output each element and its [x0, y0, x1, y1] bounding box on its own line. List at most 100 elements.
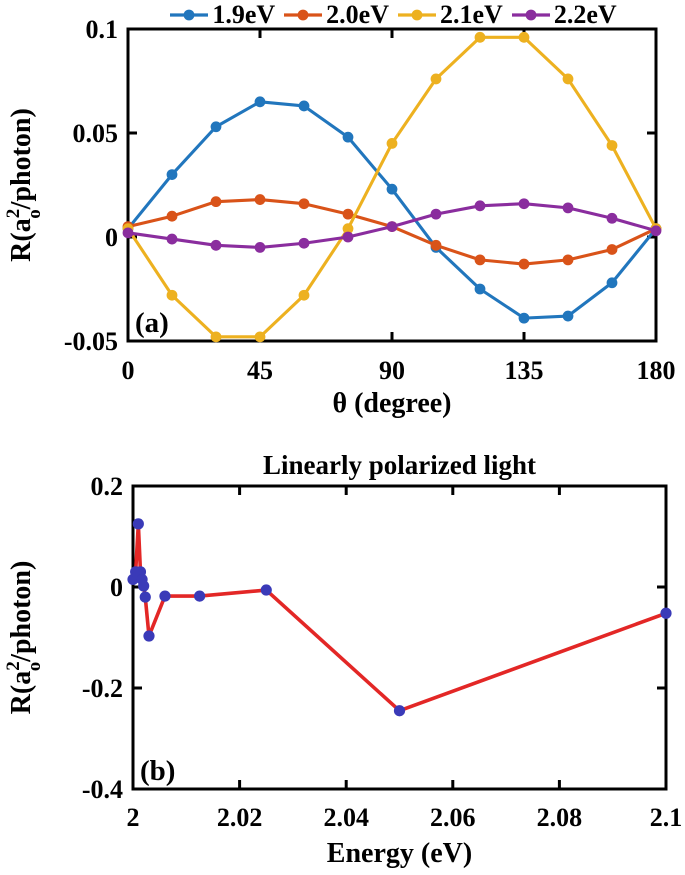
y-tick-label: 0	[105, 223, 118, 252]
data-marker-2.2eV	[474, 200, 486, 212]
data-marker-2.1eV	[166, 289, 178, 301]
x-tick-label: 2.02	[217, 803, 263, 832]
y-tick-label: -0.05	[64, 327, 118, 356]
data-marker	[393, 705, 406, 717]
data-marker-2.2eV	[518, 198, 530, 210]
legend-label: 2.1eV	[440, 0, 503, 29]
legend: 1.9eV 2.0eV 2.1eV 2.2eV	[100, 0, 685, 30]
data-marker-1.9eV	[606, 277, 618, 289]
data-marker-2.2eV	[298, 237, 310, 249]
data-marker-2.2eV	[430, 208, 442, 220]
data-marker-2.2eV	[210, 239, 222, 251]
y-tick-label: -0.2	[82, 674, 123, 703]
data-marker-2.1eV	[430, 73, 442, 85]
chart-element: /photon)	[6, 561, 37, 663]
data-marker-2.1eV	[518, 31, 530, 43]
legend-label: 2.2eV	[553, 0, 617, 29]
x-axis-label: Energy (eV)	[327, 838, 472, 869]
y-tick-label: -0.4	[82, 775, 123, 804]
chart-element: R(a	[6, 218, 37, 262]
legend-swatch-line-marker-icon	[511, 9, 550, 21]
data-marker-2.0eV	[298, 198, 310, 210]
x-tick-label: 2.06	[430, 803, 476, 832]
data-marker-2.2eV	[386, 221, 398, 233]
x-axis-label: θ (degree)	[332, 388, 451, 419]
legend-item-2.2ev: 2.2eV	[510, 1, 617, 29]
data-marker	[139, 591, 151, 603]
chart-element: 2	[3, 661, 24, 671]
x-tick-label: 0	[122, 356, 135, 385]
data-marker-2.0eV	[210, 196, 222, 208]
data-marker-1.9eV	[474, 283, 486, 295]
panel-title: Linearly polarized light	[263, 450, 536, 480]
data-marker-2.1eV	[342, 223, 354, 235]
x-tick-label: 135	[505, 356, 544, 385]
data-marker-2.2eV	[122, 227, 134, 239]
legend-swatch-line-marker-icon	[284, 9, 323, 21]
data-marker-2.1eV	[298, 289, 310, 301]
data-marker-2.1eV	[474, 31, 486, 43]
legend-item-2.0ev: 2.0eV	[282, 1, 389, 29]
data-marker-2.0eV	[254, 194, 266, 205]
chart-element: /photon)	[6, 108, 37, 210]
x-tick-label: 90	[379, 356, 405, 385]
data-marker-2.2eV	[562, 202, 574, 214]
y-axis-label: R(a2o/photon)	[3, 561, 45, 715]
legend-swatch-line-marker-icon	[170, 9, 209, 21]
data-marker-2.1eV	[606, 140, 618, 151]
panel-corner-label: (b)	[140, 755, 175, 787]
data-marker-2.2eV	[342, 231, 354, 243]
data-marker	[260, 584, 272, 596]
y-tick-label: 0.2	[91, 472, 124, 501]
chart-element: o	[24, 209, 45, 219]
data-marker-1.9eV	[342, 131, 354, 143]
chart-element: 2	[3, 209, 24, 219]
x-tick-label: 2.04	[323, 803, 369, 832]
y-axis-label: R(a2o/photon)	[3, 108, 45, 262]
data-marker-1.9eV	[210, 121, 222, 133]
data-marker	[194, 590, 206, 602]
data-marker-2.0eV	[342, 208, 354, 220]
x-tick-label: 180	[637, 356, 676, 385]
chart-element: R(a	[6, 671, 37, 715]
data-marker-2.1eV	[254, 331, 266, 343]
x-tick-label: 2.08	[537, 803, 583, 832]
data-marker	[138, 580, 150, 592]
data-marker-2.1eV	[386, 138, 398, 149]
data-marker-1.9eV	[562, 310, 574, 322]
data-marker-1.9eV	[386, 183, 398, 195]
axes-frame	[131, 484, 668, 791]
data-marker-2.2eV	[254, 242, 266, 253]
data-marker-1.9eV	[254, 96, 266, 108]
chart-element: o	[24, 662, 45, 672]
data-marker-2.0eV	[518, 258, 530, 270]
data-marker	[660, 607, 672, 619]
y-tick-label: 0.05	[73, 119, 119, 148]
data-marker-1.9eV	[166, 169, 178, 181]
legend-label: 1.9eV	[212, 0, 276, 29]
x-tick-label: 2	[127, 803, 140, 832]
data-marker-2.0eV	[562, 254, 574, 266]
panel-b: 2 2.02 2.04 2.06 2.08 2.1 0.2 0 -0.2 -0.4 (b) Energ…	[3, 450, 682, 869]
data-marker-2.1eV	[562, 73, 574, 85]
data-marker-2.2eV	[606, 212, 618, 224]
legend-item-1.9ev: 1.9eV	[168, 1, 275, 29]
x-tick-label: 2.1	[650, 803, 683, 832]
data-marker	[132, 518, 144, 530]
data-marker-2.0eV	[166, 210, 178, 222]
data-marker-2.0eV	[474, 254, 486, 266]
y-tick-label: 0.1	[86, 15, 119, 44]
data-marker-2.2eV	[166, 233, 178, 245]
x-tick-label: 45	[247, 356, 273, 385]
panel-corner-label: (a)	[135, 307, 169, 339]
series-line	[131, 522, 668, 713]
data-marker-1.9eV	[298, 100, 310, 112]
data-marker-1.9eV	[518, 312, 530, 324]
data-marker-2.2eV	[650, 225, 662, 237]
y-tick-label: 0	[110, 573, 123, 602]
legend-swatch-line-marker-icon	[398, 9, 436, 21]
legend-item-2.1ev: 2.1eV	[396, 1, 503, 29]
